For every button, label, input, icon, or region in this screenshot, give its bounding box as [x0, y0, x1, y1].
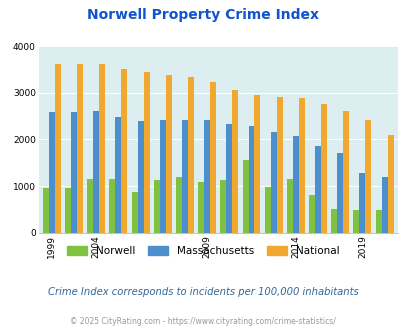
Bar	[286, 179, 292, 233]
Bar	[375, 210, 381, 233]
Bar	[55, 64, 61, 233]
Bar	[143, 72, 149, 233]
Bar	[387, 135, 392, 233]
Bar	[99, 64, 105, 233]
Bar	[264, 187, 270, 233]
Bar	[364, 120, 371, 233]
Bar	[198, 182, 204, 233]
Bar	[254, 95, 260, 233]
Bar	[71, 113, 77, 233]
Bar	[210, 82, 215, 233]
Bar	[358, 174, 364, 233]
Bar	[248, 126, 254, 233]
Text: Norwell Property Crime Index: Norwell Property Crime Index	[87, 8, 318, 22]
Bar	[352, 210, 358, 233]
Bar	[276, 97, 282, 233]
Bar	[77, 64, 83, 233]
Bar	[121, 69, 127, 233]
Bar	[137, 121, 143, 233]
Bar	[43, 188, 49, 233]
Bar	[342, 111, 348, 233]
Bar	[242, 160, 248, 233]
Bar	[65, 188, 71, 233]
Bar	[270, 132, 276, 233]
Bar	[314, 146, 320, 233]
Bar	[109, 179, 115, 233]
Bar	[188, 78, 194, 233]
Bar	[204, 120, 210, 233]
Bar	[49, 113, 55, 233]
Bar	[292, 136, 298, 233]
Bar	[232, 90, 238, 233]
Bar	[220, 180, 226, 233]
Bar	[320, 105, 326, 233]
Bar	[308, 195, 314, 233]
Bar	[181, 120, 188, 233]
Bar	[298, 98, 304, 233]
Bar	[175, 177, 181, 233]
Legend: Norwell, Massachusetts, National: Norwell, Massachusetts, National	[62, 242, 343, 260]
Bar	[165, 75, 171, 233]
Bar	[115, 117, 121, 233]
Bar	[381, 177, 387, 233]
Bar	[153, 180, 160, 233]
Bar	[226, 124, 232, 233]
Bar	[131, 192, 137, 233]
Text: © 2025 CityRating.com - https://www.cityrating.com/crime-statistics/: © 2025 CityRating.com - https://www.city…	[70, 317, 335, 326]
Bar	[160, 120, 165, 233]
Bar	[93, 112, 99, 233]
Text: Crime Index corresponds to incidents per 100,000 inhabitants: Crime Index corresponds to incidents per…	[47, 287, 358, 297]
Bar	[330, 209, 337, 233]
Bar	[87, 179, 93, 233]
Bar	[337, 153, 342, 233]
